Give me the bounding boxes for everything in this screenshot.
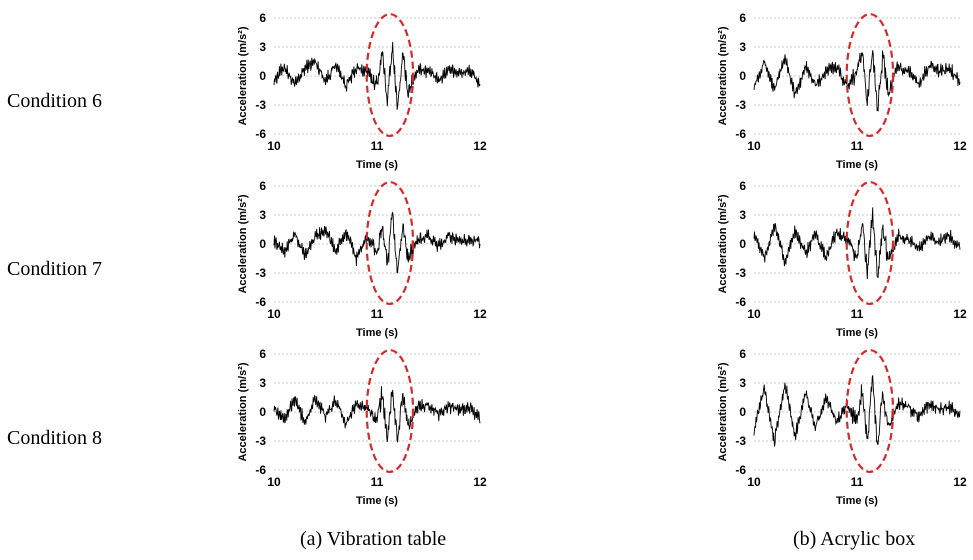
y-tick-label: -6 [255,463,266,477]
x-axis-label: Time (s) [356,327,398,339]
x-tick-label: 10 [747,475,761,489]
y-tick-label: 3 [259,40,266,54]
x-tick-label: 12 [473,139,487,153]
x-tick-label: 11 [851,139,864,153]
x-tick-label: 10 [267,139,281,153]
x-tick-label: 11 [851,475,864,489]
x-tick-label: 12 [953,475,967,489]
x-tick-label: 12 [953,139,967,153]
y-tick-label: 3 [259,376,266,390]
y-tick-label: -6 [735,463,746,477]
chart-condition-7-vibration-table: 6 3 0 -3 -610 11 12 Time (s) Acceleration (m/s²) [237,179,487,339]
chart-condition-6-acrylic-box: 6 3 0 -3 -610 11 12 Time (s) Acceleration (m/s²) [717,11,967,171]
y-tick-label: 3 [259,208,266,222]
y-tick-label: 0 [259,69,266,83]
y-tick-label: 0 [259,237,266,251]
chart-condition-8-acrylic-box: 6 3 0 -3 -610 11 12 Time (s) Acceleration (m/s²) [717,347,967,507]
highlight-ellipse [845,181,895,306]
highlight-ellipse [365,13,415,138]
x-tick-label: 10 [267,475,281,489]
highlight-ellipse [845,349,895,474]
condition-label-8: Condition 8 [7,427,103,449]
y-tick-label: 3 [739,376,746,390]
x-tick-label: 10 [747,307,761,321]
x-tick-label: 11 [371,139,384,153]
highlight-ellipse [845,13,895,138]
condition-label-6: Condition 6 [7,90,103,112]
x-tick-label: 11 [371,307,384,321]
y-axis-label: Acceleration (m/s²) [237,26,249,125]
y-tick-label: -6 [735,295,746,309]
y-tick-label: -3 [255,434,266,448]
signal-line [753,50,961,112]
y-tick-label: 6 [739,179,746,193]
y-tick-label: 6 [739,347,746,361]
y-tick-label: 6 [259,179,266,193]
signal-line [273,41,481,110]
signal-line [273,386,481,444]
x-tick-label: 11 [851,307,864,321]
y-tick-label: 6 [259,11,266,25]
caption-vibration-table: (a) Vibration table [300,528,447,550]
y-axis-label: Acceleration (m/s²) [237,194,249,293]
x-axis-label: Time (s) [836,159,878,171]
caption-acrylic-box: (b) Acrylic box [793,528,916,550]
x-axis-label: Time (s) [356,495,398,507]
y-axis-label: Acceleration (m/s²) [717,194,729,293]
y-axis-label: Acceleration (m/s²) [237,362,249,461]
signal-line [753,207,961,280]
y-tick-label: -6 [255,127,266,141]
y-tick-label: 6 [259,347,266,361]
y-tick-label: 3 [739,40,746,54]
x-axis-label: Time (s) [836,495,878,507]
y-tick-label: -3 [735,98,746,112]
highlight-ellipse [365,181,415,306]
y-tick-label: 6 [739,11,746,25]
y-tick-label: -3 [735,434,746,448]
y-tick-label: -6 [735,127,746,141]
y-tick-label: -3 [255,266,266,280]
y-axis-label: Acceleration (m/s²) [717,362,729,461]
x-axis-label: Time (s) [836,327,878,339]
signal-line [273,211,481,274]
y-tick-label: 3 [739,208,746,222]
y-tick-label: 0 [739,237,746,251]
x-tick-label: 12 [473,475,487,489]
highlight-ellipse [365,349,415,474]
chart-condition-6-vibration-table: 6 3 0 -3 -610 11 12 Time (s) Acceleration (m/s²) [237,11,487,171]
condition-label-7: Condition 7 [7,258,103,280]
chart-condition-7-acrylic-box: 6 3 0 -3 -610 11 12 Time (s) Acceleration (m/s²) [717,179,967,339]
y-tick-label: 0 [259,405,266,419]
y-tick-label: -3 [255,98,266,112]
y-tick-label: -3 [735,266,746,280]
y-tick-label: 0 [739,69,746,83]
x-tick-label: 10 [747,139,761,153]
x-tick-label: 12 [473,307,487,321]
signal-line [753,375,961,447]
x-tick-label: 12 [953,307,967,321]
y-tick-label: -6 [255,295,266,309]
y-tick-label: 0 [739,405,746,419]
x-tick-label: 11 [371,475,384,489]
y-axis-label: Acceleration (m/s²) [717,26,729,125]
x-axis-label: Time (s) [356,159,398,171]
x-tick-label: 10 [267,307,281,321]
chart-condition-8-vibration-table: 6 3 0 -3 -610 11 12 Time (s) Acceleration (m/s²) [237,347,487,507]
